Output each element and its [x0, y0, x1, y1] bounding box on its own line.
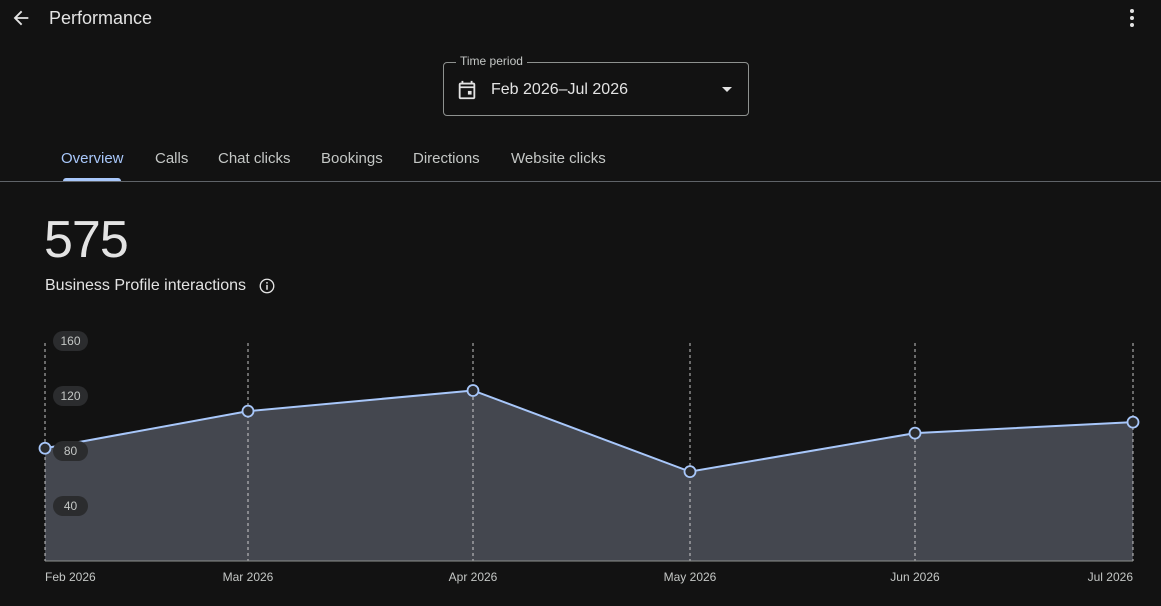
- calendar-icon: [458, 80, 476, 100]
- metric-value: 575: [44, 211, 129, 269]
- page-title: Performance: [49, 8, 153, 28]
- y-tick-label-120: 120: [60, 389, 80, 403]
- x-tick-label-2: Apr 2026: [449, 570, 498, 584]
- y-tick-pill-120: [53, 386, 88, 406]
- tab-calls[interactable]: Calls: [155, 150, 189, 167]
- x-tick-label-5: Jul 2026: [1088, 570, 1134, 584]
- tab-overview[interactable]: Overview: [61, 150, 124, 167]
- data-point-5: [1126, 415, 1140, 429]
- tab-bookings[interactable]: Bookings: [321, 150, 383, 167]
- tab-website-clicks[interactable]: Website clicks: [511, 150, 606, 167]
- y-tick-label-160: 160: [60, 334, 80, 348]
- y-tick-label-40: 40: [64, 499, 78, 513]
- time-period-label: Time period: [456, 54, 527, 68]
- data-point-2: [466, 384, 480, 397]
- active-tab-indicator: [63, 178, 121, 181]
- time-period-select[interactable]: [443, 62, 749, 116]
- y-tick-pill-160: [53, 331, 88, 351]
- y-tick-pill-80: [53, 441, 88, 461]
- tabs-divider: [0, 181, 1161, 182]
- back-button[interactable]: [8, 5, 34, 31]
- data-point-4: [908, 426, 922, 440]
- arrow-back-icon: [13, 10, 29, 26]
- interactions-chart: 40 80 120 160 Feb 2026 Mar 2026 Apr 2026 May 20…: [38, 331, 1140, 584]
- info-icon[interactable]: [258, 277, 276, 295]
- tab-directions[interactable]: Directions: [413, 150, 480, 167]
- y-tick-label-80: 80: [64, 444, 78, 458]
- time-period-value: Feb 2026–Jul 2026: [491, 81, 628, 98]
- data-point-1: [241, 404, 255, 418]
- arrow-drop-down-icon: [722, 87, 732, 92]
- data-point-3: [683, 465, 697, 479]
- tab-chat-clicks[interactable]: Chat clicks: [218, 150, 291, 167]
- metric-label: Business Profile interactions: [45, 277, 246, 294]
- more-vert-icon: [1130, 9, 1134, 27]
- chart-area: [45, 390, 1133, 561]
- x-tick-label-4: Jun 2026: [890, 570, 940, 584]
- tab-bar: Overview Calls Chat clicks Bookings Dire…: [0, 140, 1161, 182]
- x-tick-label-1: Mar 2026: [223, 570, 274, 584]
- data-point-0: [38, 441, 52, 455]
- more-options-button[interactable]: [1120, 6, 1144, 30]
- x-tick-label-0: Feb 2026: [45, 570, 96, 584]
- y-tick-pill-40: [53, 496, 88, 516]
- series-line: [44, 389, 1134, 473]
- x-tick-label-3: May 2026: [664, 570, 717, 584]
